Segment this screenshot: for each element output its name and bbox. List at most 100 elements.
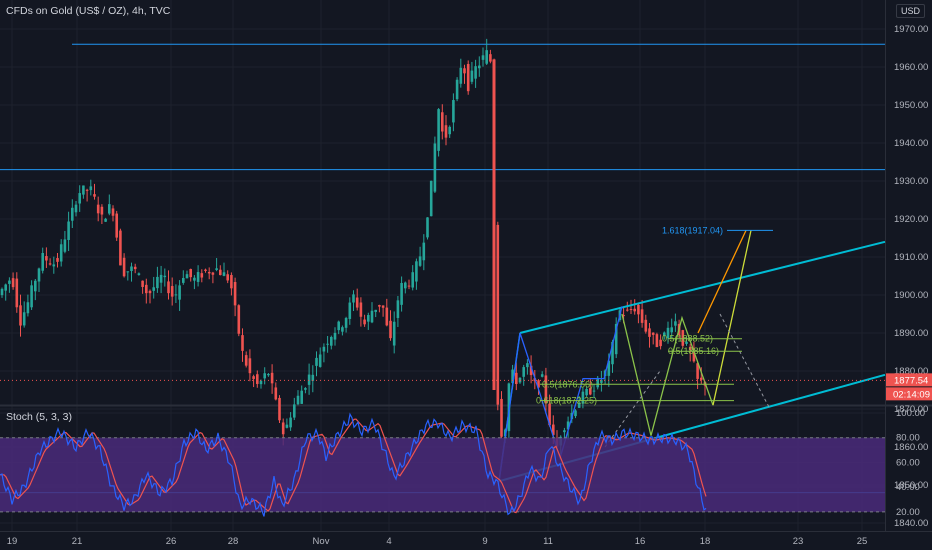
candle-body: [78, 193, 81, 204]
candle-body: [400, 283, 403, 305]
candle-body: [481, 55, 485, 60]
candle-body: [577, 402, 581, 408]
candle-body: [529, 365, 533, 376]
candle-body: [674, 321, 677, 326]
time-tick-label: 4: [386, 536, 391, 547]
price-tick-label: 1840.00: [894, 518, 928, 529]
candle-body: [640, 309, 644, 323]
candle-body: [692, 352, 696, 362]
candle-body: [363, 319, 366, 325]
candle-body: [378, 305, 381, 307]
time-tick-label: 19: [7, 536, 18, 547]
fib-label-top: 1.618(1917.04): [662, 225, 723, 235]
fib-label-c: 0.5(1876.56): [542, 379, 593, 389]
candle-body: [156, 276, 159, 289]
candle-body: [211, 272, 215, 275]
candle-body: [385, 307, 389, 326]
candle-body: [341, 327, 344, 332]
price-tick-label: 1960.00: [894, 62, 928, 73]
time-tick-label: 23: [793, 536, 804, 547]
projection-orange-line[interactable]: [697, 230, 747, 334]
candle-body: [392, 321, 396, 346]
price-tick-label: 1930.00: [894, 176, 928, 187]
dashed-trend-line[interactable]: [604, 370, 661, 448]
candle-body: [15, 278, 19, 308]
candle-body: [552, 424, 555, 435]
candle-body: [296, 395, 300, 405]
candle-body: [226, 274, 229, 281]
candle-body: [159, 274, 163, 283]
candle-body: [441, 112, 444, 132]
candle-body: [115, 213, 118, 238]
candle-body: [241, 335, 244, 351]
time-tick-label: 16: [635, 536, 646, 547]
currency-button[interactable]: USD: [896, 4, 926, 18]
candle-body: [429, 180, 433, 217]
candle-body: [148, 290, 152, 294]
stoch-tick-label: 60.00: [896, 457, 920, 468]
candle-body: [563, 430, 566, 433]
candle-body: [426, 217, 429, 238]
candle-body: [119, 230, 122, 266]
candle-body: [34, 280, 37, 292]
candle-body: [22, 312, 26, 326]
candle-body: [548, 403, 551, 426]
candle-body: [233, 282, 237, 306]
projection-up-line[interactable]: [712, 230, 752, 406]
candle-body: [126, 271, 130, 273]
wave-path-green[interactable]: [621, 313, 714, 436]
candle-body: [289, 417, 292, 428]
candle-body: [8, 280, 11, 284]
fib-label-d: 0.618(1872.25): [536, 396, 597, 406]
candle-body: [244, 355, 248, 366]
fib-label-a: 0.5(1888.52): [662, 334, 713, 344]
stoch-title: Stoch (5, 3, 3): [6, 411, 72, 423]
candle-body: [637, 304, 640, 315]
candle-body: [193, 277, 196, 281]
candle-body: [196, 272, 200, 282]
candle-body: [448, 126, 451, 135]
candle-body: [352, 294, 355, 303]
candle-body: [67, 221, 70, 240]
candle-body: [685, 341, 688, 344]
time-tick-label: 26: [166, 536, 177, 547]
candle-body: [330, 336, 333, 346]
candle-body: [670, 327, 673, 333]
candle-body: [622, 315, 625, 317]
price-tick-label: 1860.00: [894, 442, 928, 453]
candle-body: [700, 377, 703, 380]
stoch-tick-label: 20.00: [896, 507, 920, 518]
candle-body: [200, 273, 204, 278]
candle-body: [607, 360, 611, 376]
candle-body: [4, 284, 7, 291]
candle-body: [452, 100, 455, 123]
candle-body: [222, 272, 226, 276]
candle-body: [130, 266, 133, 272]
candle-body: [581, 391, 585, 404]
candle-body: [11, 278, 15, 288]
price-tick-label: 1890.00: [894, 328, 928, 339]
candle-body: [71, 207, 74, 221]
candle-body: [367, 315, 370, 322]
candle-body: [219, 269, 222, 276]
time-tick-label: 28: [228, 536, 239, 547]
candle-body: [82, 185, 85, 195]
stoch-tick-label: 40.00: [896, 482, 920, 493]
candle-body: [333, 332, 337, 340]
candle-body: [655, 334, 659, 348]
candle-body: [63, 239, 67, 252]
candle-body: [311, 374, 315, 381]
candle-body: [59, 244, 63, 262]
candle-body: [122, 257, 126, 277]
candle-body: [96, 204, 100, 214]
candle-body: [174, 294, 178, 296]
channel-upper-line[interactable]: [519, 240, 886, 334]
candle-body: [688, 346, 692, 351]
candle-body: [41, 253, 44, 271]
candle-body: [696, 363, 699, 379]
candle-body: [614, 323, 618, 355]
candle-body: [141, 280, 144, 287]
candle-body: [170, 286, 174, 297]
